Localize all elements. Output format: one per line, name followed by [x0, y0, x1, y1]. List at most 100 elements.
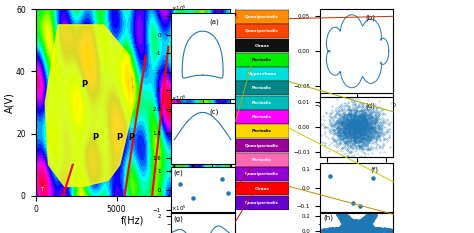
Point [363, 226, 370, 230]
Point [354, 232, 362, 233]
Point [340, 232, 348, 233]
Point [358, 113, 366, 117]
Point [345, 215, 352, 219]
Point [342, 222, 349, 226]
Point [347, 133, 355, 137]
Point [353, 128, 360, 132]
Point [348, 225, 356, 229]
Point [372, 215, 379, 218]
Point [351, 121, 359, 125]
Point [356, 225, 364, 229]
Point [339, 224, 346, 227]
Point [363, 213, 370, 217]
Point [337, 211, 344, 215]
Point [318, 230, 326, 233]
Point [356, 221, 364, 224]
Point [366, 232, 374, 233]
Point [363, 217, 371, 221]
Point [365, 223, 373, 227]
Point [346, 131, 353, 135]
Point [346, 216, 354, 220]
Point [321, 230, 328, 233]
Point [337, 218, 345, 222]
Point [334, 228, 341, 232]
Point [330, 128, 338, 131]
Point [360, 226, 368, 229]
Point [370, 122, 378, 126]
Point [333, 111, 341, 114]
Point [364, 227, 371, 231]
Point [361, 110, 368, 114]
Point [374, 231, 381, 233]
Point [360, 228, 367, 231]
Point [358, 121, 366, 125]
Point [354, 220, 362, 224]
Point [370, 127, 377, 131]
Point [358, 217, 365, 221]
Point [369, 227, 376, 230]
Point [376, 230, 383, 233]
Point [340, 222, 348, 226]
Point [344, 226, 351, 230]
Point [345, 224, 353, 227]
Point [349, 221, 357, 225]
Point [346, 227, 354, 231]
Point [367, 221, 375, 224]
Point [363, 125, 370, 129]
Point [334, 213, 341, 217]
Point [335, 134, 343, 137]
Point [344, 123, 352, 127]
Point [356, 219, 364, 222]
Point [365, 212, 373, 216]
Point [351, 131, 358, 134]
Point [344, 108, 352, 112]
Point [371, 231, 379, 233]
Point [340, 231, 348, 233]
Point [340, 139, 347, 143]
Point [345, 118, 352, 122]
Point [374, 129, 381, 133]
Point [356, 132, 364, 135]
Point [372, 228, 379, 232]
Point [369, 231, 376, 233]
Point [362, 105, 370, 109]
Point [358, 217, 365, 221]
Point [363, 218, 371, 222]
Point [347, 122, 355, 125]
Point [360, 118, 367, 121]
Point [339, 225, 346, 229]
Point [340, 220, 347, 224]
Point [365, 232, 373, 233]
Point [363, 225, 370, 229]
Point [357, 140, 365, 144]
Point [367, 226, 375, 230]
Point [332, 122, 340, 126]
Point [364, 223, 372, 226]
Point [351, 222, 359, 226]
Point [350, 220, 358, 224]
Point [346, 228, 353, 232]
Point [360, 130, 368, 134]
Point [337, 141, 345, 144]
Point [357, 230, 365, 233]
Point [341, 225, 348, 229]
Point [356, 124, 364, 127]
Point [352, 226, 359, 230]
Point [357, 119, 365, 123]
Point [368, 211, 376, 215]
Point [367, 223, 375, 227]
Point [350, 138, 357, 142]
Point [357, 130, 365, 134]
Point [350, 121, 358, 124]
Point [379, 122, 386, 125]
Point [355, 92, 362, 96]
Point [354, 139, 362, 143]
Point [371, 209, 378, 213]
Point [341, 133, 349, 136]
Point [355, 225, 363, 229]
Point [364, 219, 371, 223]
Point [347, 117, 355, 121]
Point [354, 124, 361, 128]
Point [367, 107, 375, 110]
Point [353, 228, 361, 232]
